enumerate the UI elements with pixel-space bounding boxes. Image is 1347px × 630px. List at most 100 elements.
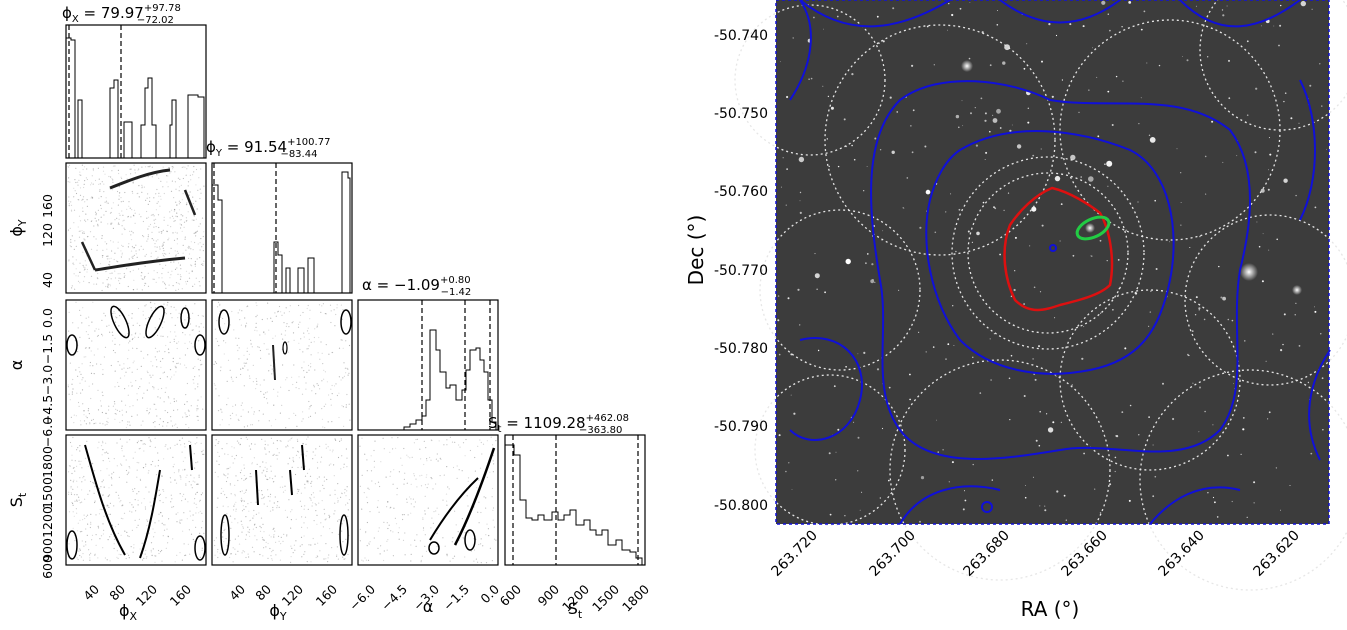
scatter-point: [186, 415, 188, 418]
scatter-point: [72, 256, 74, 258]
scatter-point: [337, 501, 339, 503]
scatter-point: [163, 371, 165, 373]
star: [844, 515, 846, 517]
scatter-point: [348, 372, 350, 374]
star: [896, 111, 898, 113]
scatter-point: [200, 263, 203, 265]
scatter-point: [152, 374, 154, 376]
star: [788, 462, 790, 464]
scatter-point: [184, 446, 186, 448]
scatter-point: [182, 177, 184, 180]
scatter-point: [314, 543, 316, 545]
scatter-point: [194, 262, 196, 264]
scatter-point: [402, 518, 404, 521]
scatter-point: [79, 477, 81, 479]
scatter-point: [143, 336, 145, 338]
scatter-point: [272, 337, 274, 339]
scatter-point: [132, 457, 134, 459]
scatter-point: [291, 376, 293, 378]
scatter-point: [247, 531, 249, 533]
scatter-point: [345, 448, 347, 450]
scatter-point: [301, 420, 303, 422]
scatter-point: [218, 455, 220, 457]
scatter-point: [267, 489, 269, 491]
star: [1280, 4, 1282, 7]
scatter-point: [114, 270, 116, 272]
scatter-point: [176, 238, 178, 240]
scatter-point: [179, 519, 181, 521]
scatter-point: [194, 481, 196, 483]
scatter-point: [93, 492, 95, 494]
scatter-point: [479, 439, 481, 441]
scatter-point: [71, 235, 73, 237]
scatter-point: [248, 510, 250, 512]
scatter-point: [176, 212, 178, 214]
scatter-point: [95, 422, 97, 424]
scatter-point: [71, 393, 73, 395]
scatter-point: [489, 547, 491, 549]
scatter-point: [156, 188, 158, 191]
scatter-point: [68, 330, 70, 332]
scatter-point: [286, 377, 288, 379]
scatter-point: [80, 373, 82, 375]
scatter-point: [143, 284, 146, 287]
scatter-point: [100, 221, 102, 223]
scatter-point: [157, 201, 159, 203]
scatter-point: [220, 366, 222, 368]
scatter-point: [112, 227, 114, 229]
scatter-point: [178, 471, 180, 473]
scatter-point: [365, 559, 367, 561]
scatter-point: [168, 518, 170, 520]
scatter-point: [82, 307, 84, 309]
scatter-point: [321, 380, 323, 382]
scatter-point: [93, 483, 95, 485]
scatter-point: [88, 549, 90, 551]
scatter-point: [272, 509, 274, 511]
scatter-point: [175, 482, 178, 484]
scatter-point: [310, 341, 312, 343]
scatter-point: [433, 511, 435, 513]
scatter-point: [195, 503, 197, 505]
star: [810, 77, 813, 80]
scatter-point: [240, 404, 242, 406]
scatter-point: [186, 382, 188, 385]
scatter-point: [187, 501, 189, 503]
scatter-point: [78, 405, 80, 407]
scatter-point: [83, 356, 85, 358]
scatter-point: [406, 454, 408, 456]
xlabel-phiX: ϕX: [119, 601, 138, 623]
scatter-point: [81, 164, 83, 166]
scatter-point: [253, 515, 255, 517]
star: [1114, 456, 1117, 459]
scatter-point: [275, 554, 277, 556]
scatter-point: [124, 274, 126, 277]
scatter-point: [345, 340, 347, 342]
scatter-point: [128, 471, 130, 473]
scatter-point: [315, 393, 317, 395]
scatter-point: [102, 423, 104, 425]
scatter-point: [301, 516, 303, 518]
scatter-point: [168, 352, 170, 354]
scatter-point: [112, 405, 114, 407]
scatter-point: [162, 254, 164, 256]
scatter-point: [181, 230, 183, 232]
scatter-point: [152, 386, 154, 388]
star: [1195, 5, 1197, 7]
scatter-point: [174, 324, 176, 326]
star: [1027, 107, 1030, 110]
star: [1034, 378, 1037, 381]
scatter-point: [495, 539, 497, 541]
scatter-point: [152, 213, 154, 216]
scatter-point: [323, 405, 325, 407]
scatter-point: [288, 499, 290, 501]
svg-text:1500: 1500: [589, 581, 622, 614]
scatter-point: [132, 490, 134, 492]
scatter-point: [260, 357, 262, 359]
scatter-point: [168, 252, 170, 254]
star: [1154, 475, 1157, 478]
star: [851, 144, 853, 147]
scatter-point: [337, 500, 339, 502]
svg-text:1800: 1800: [40, 446, 55, 478]
scatter-point: [237, 535, 239, 537]
